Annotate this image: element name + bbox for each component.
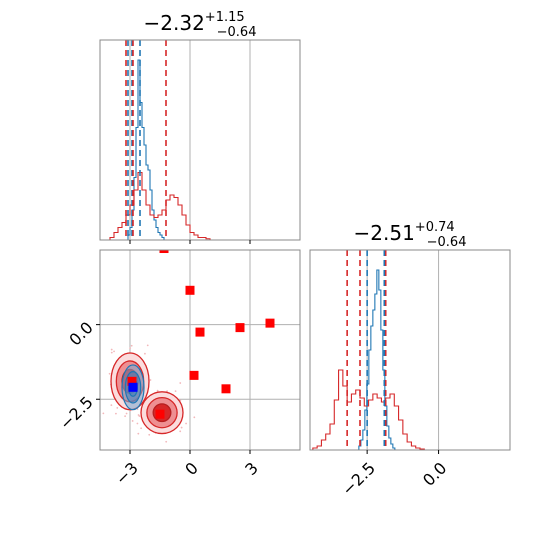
hist-bottom-series [312, 269, 429, 451]
hist-bottom-frame [309, 249, 511, 451]
scatter-sample-point [179, 430, 182, 433]
scatter-sample-point [179, 382, 182, 384]
scatter-sample-point [148, 433, 151, 436]
hist-top-title-minus: −0.64 [217, 25, 257, 40]
scatter-yticklabels: 0.0 −2.5 [56, 318, 97, 434]
hist-bottom-quantiles [346, 250, 387, 450]
scatter-red-marker-7 [155, 409, 165, 419]
scatter-red-marker-1 [185, 285, 195, 295]
scatter-red-marker-6 [221, 384, 231, 394]
scatter-xticklabel-0: −3 [112, 458, 142, 488]
hist-top-series-0 [114, 59, 166, 241]
panel-scatter: −3 0 3 0.0 −2.5 [56, 249, 301, 489]
scatter-sample-point [174, 390, 177, 393]
scatter-sample-point [138, 415, 141, 417]
scatter-yticklabel-0: 0.0 [65, 318, 96, 349]
scatter-sample-point [137, 432, 140, 435]
scatter-sample-point [129, 347, 132, 350]
scatter-blue-marker-0 [128, 382, 138, 392]
scatter-sample-point [110, 351, 113, 354]
scatter-sample-point [124, 415, 127, 418]
scatter-red-marker-0 [159, 250, 169, 254]
scatter-sample-point [149, 379, 152, 381]
scatter-sample-point [193, 416, 196, 419]
hist-top-grid [129, 40, 251, 240]
scatter-sample-point [125, 412, 128, 415]
hist-top-title-plus: +1.15 [205, 10, 245, 25]
scatter-blue-squares [128, 382, 138, 392]
hist-bottom-xticklabel-0: −2.5 [338, 458, 379, 499]
hist-bottom-series-0 [352, 269, 397, 451]
scatter-sample-point [131, 420, 134, 422]
scatter-xticks [129, 450, 251, 454]
hist-bottom-title-median: −2.51 [354, 221, 415, 245]
scatter-sample-point [94, 370, 96, 372]
scatter-sample-point [108, 372, 111, 375]
hist-bottom-title: −2.51+0.74 −0.64 [354, 220, 467, 250]
scatter-sample-point [136, 422, 139, 425]
hist-bottom-title-minus: −0.64 [427, 235, 467, 250]
scatter-sample-point [130, 344, 133, 347]
hist-bottom-series-1 [312, 369, 429, 451]
scatter-xticklabel-2: 3 [241, 458, 262, 479]
scatter-red-marker-8 [127, 376, 137, 386]
panel-hist-bottom: −2.51+0.74 −0.64 −2.5 0.0 [309, 220, 511, 499]
scatter-red-marker-3 [235, 323, 245, 333]
hist-bottom-xticklabel-1: 0.0 [419, 458, 450, 489]
scatter-sample-point [180, 426, 183, 429]
hist-top-title: −2.32+1.15 −0.64 [144, 10, 257, 40]
hist-top-series [109, 59, 214, 241]
hist-top-frame [99, 39, 301, 241]
scatter-sample-point [165, 440, 168, 443]
scatter-xticklabels: −3 0 3 [112, 458, 262, 488]
scatter-grid [100, 250, 300, 450]
scatter-sample-point [144, 352, 146, 355]
scatter-red-marker-2 [195, 327, 205, 337]
scatter-sample-point [185, 422, 187, 425]
scatter-sample-point [156, 389, 159, 392]
panel-hist-top: −2.32+1.15 −0.64 [99, 10, 301, 244]
hist-bottom-xticks [366, 450, 440, 454]
scatter-red-marker-4 [265, 318, 275, 328]
scatter-sample-point [140, 427, 143, 430]
hist-top-title-median: −2.32 [144, 11, 205, 35]
scatter-sample-point [110, 348, 113, 351]
scatter-yticks [96, 324, 100, 400]
scatter-red-marker-5 [189, 370, 199, 380]
scatter-sample-point [116, 407, 119, 409]
scatter-sample-point [110, 404, 113, 407]
scatter-red-squares [127, 250, 275, 419]
hist-top-series-1 [109, 171, 214, 241]
scatter-xticklabel-1: 0 [181, 458, 202, 479]
hist-top-quantiles [125, 40, 167, 240]
scatter-sample-point [115, 412, 117, 415]
hist-bottom-ticklabels: −2.5 0.0 [338, 458, 450, 499]
hist-top-xticks [129, 240, 251, 244]
scatter-yticklabel-1: −2.5 [56, 393, 97, 434]
scatter-sample-point [113, 350, 115, 353]
hist-bottom-title-plus: +0.74 [415, 220, 455, 235]
scatter-frame [99, 249, 301, 451]
scatter-sample-point [102, 412, 105, 415]
scatter-sample-point [146, 344, 149, 347]
